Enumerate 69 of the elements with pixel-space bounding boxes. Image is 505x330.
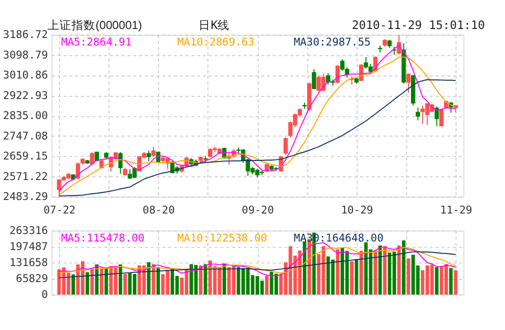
bar	[90, 268, 94, 295]
bar	[397, 245, 401, 295]
y-tick-label: 2747.08	[3, 129, 48, 142]
text: MA30:2987.55	[294, 35, 371, 48]
x-tick-label: 11-29	[440, 204, 472, 217]
bar	[374, 250, 378, 295]
bar	[118, 264, 122, 295]
text: 日K线	[198, 18, 230, 32]
line-series	[58, 79, 456, 197]
candlestick	[128, 168, 132, 180]
text: 2010-11-29 15:01:10	[352, 18, 485, 32]
y-tick-label: 3098.79	[3, 48, 48, 62]
y-tick-label: 3186.72	[3, 28, 48, 42]
chart-title: 上证指数(000001)	[47, 18, 142, 32]
y-tick-label: 197487	[9, 240, 48, 253]
bar	[383, 246, 387, 295]
y-tick-label: 0	[42, 288, 48, 301]
bar	[359, 250, 363, 295]
text: MA5:115478.00	[61, 231, 144, 244]
bar	[435, 267, 438, 295]
bar	[454, 270, 458, 295]
bar	[86, 272, 90, 295]
bar	[350, 261, 354, 295]
text: MA10:122538.00	[177, 231, 268, 244]
candlestick	[312, 68, 316, 90]
candlestick	[434, 106, 439, 127]
bar	[354, 259, 358, 295]
bar	[204, 264, 208, 295]
bar	[147, 262, 150, 295]
candlestick	[406, 72, 411, 94]
bar	[104, 267, 108, 295]
bar	[100, 268, 104, 295]
line-series	[58, 251, 456, 278]
y-tick-label: 3010.86	[3, 68, 48, 82]
bar	[152, 264, 156, 295]
bar	[123, 274, 127, 295]
y-tick-label: 65829	[16, 272, 48, 285]
y-tick-label: 2659.15	[3, 150, 48, 163]
candlestick	[146, 150, 151, 162]
candlestick	[335, 64, 340, 84]
line-series	[58, 242, 456, 276]
bar	[378, 245, 382, 295]
x-tick-label: 10-29	[340, 204, 374, 217]
y-tick-label: 2483.29	[3, 190, 48, 204]
y-tick-label: 263316	[9, 224, 48, 237]
y-tick-label: 2922.93	[3, 88, 48, 102]
bar	[402, 240, 406, 295]
bar	[265, 276, 269, 295]
x-tick-label: 09-20	[242, 204, 274, 217]
bar	[406, 258, 410, 295]
line-series	[58, 246, 456, 274]
bar	[449, 268, 453, 295]
x-tick-label: 08-20	[142, 204, 175, 217]
bar	[156, 267, 160, 295]
bar	[336, 249, 340, 295]
text: MA10:2869.63	[177, 35, 254, 48]
y-tick-label: 131658	[9, 256, 48, 269]
bar	[274, 274, 278, 295]
candlestick	[416, 107, 420, 121]
bar	[71, 274, 75, 295]
candlestick	[151, 146, 156, 158]
bar	[198, 265, 202, 295]
bar	[302, 241, 306, 295]
y-tick-label: 2835.00	[3, 109, 48, 122]
candlestick	[284, 136, 288, 156]
bar	[232, 266, 236, 295]
text: MA5:2864.91	[61, 35, 132, 48]
x-tick-label: 07-22	[43, 204, 76, 217]
y-tick-label: 2571.22	[3, 170, 48, 183]
